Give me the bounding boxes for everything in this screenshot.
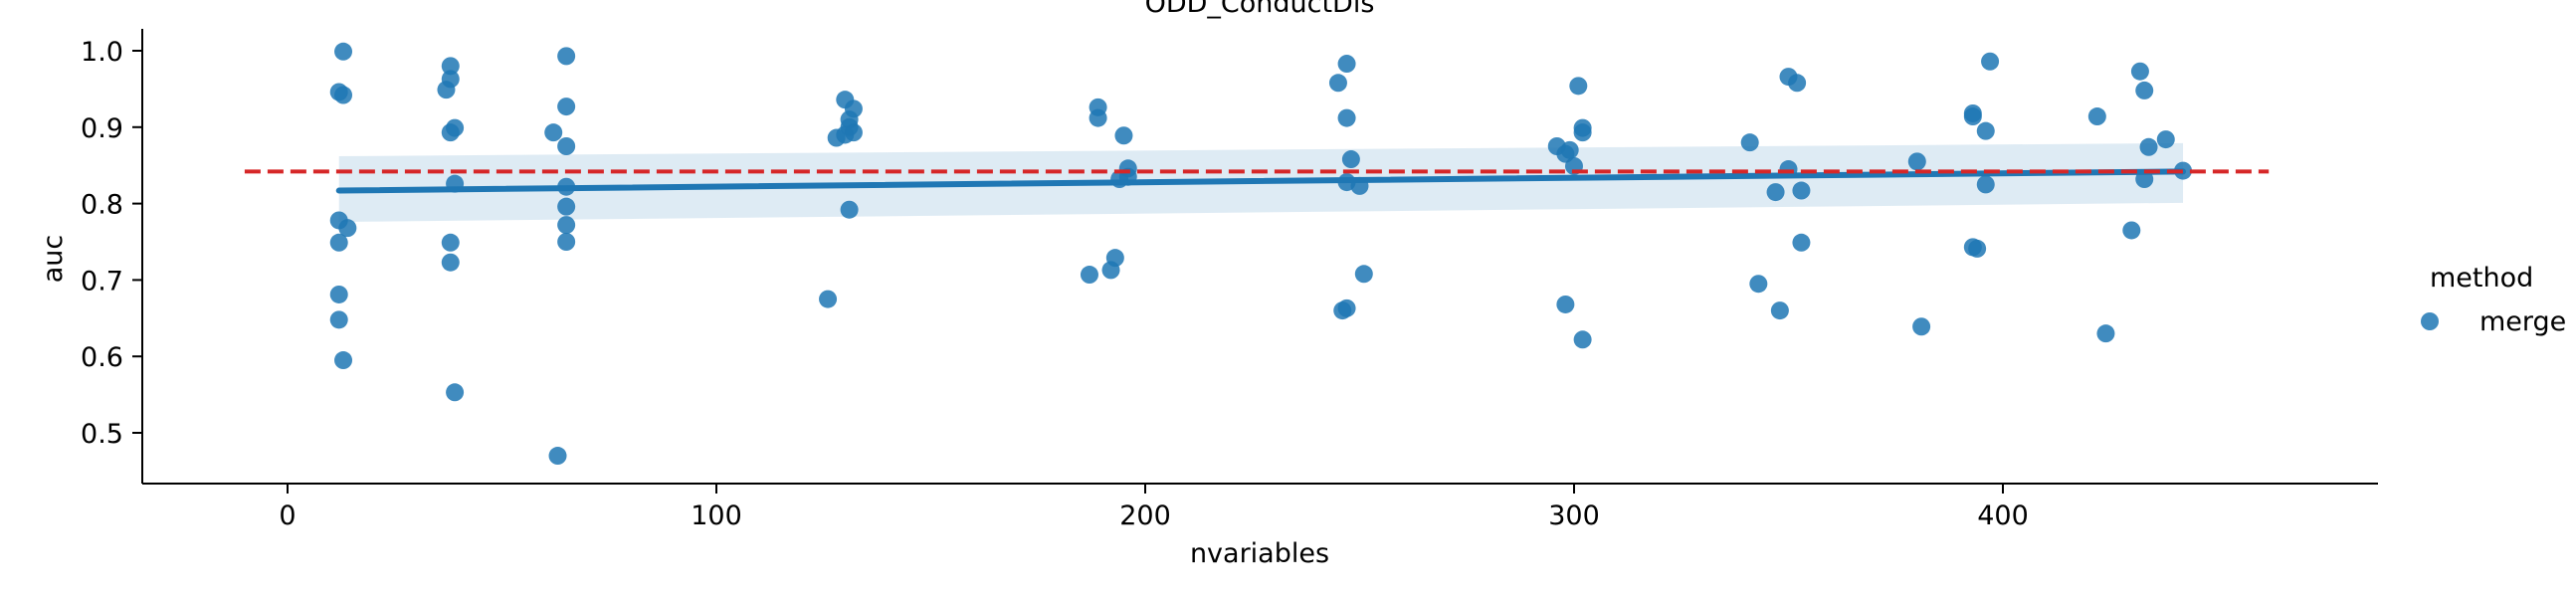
scatter-points	[329, 42, 2193, 466]
data-point	[1770, 301, 1789, 320]
data-point	[557, 47, 576, 66]
x-ticks: 0 100 200 300 400	[279, 484, 2029, 531]
x-tick-label: 400	[1977, 500, 2029, 531]
data-point	[329, 285, 348, 303]
x-tick-label: 200	[1119, 500, 1171, 531]
y-tick-label: 0.6	[81, 342, 123, 373]
y-axis-label: auc	[38, 235, 69, 284]
data-point	[557, 216, 576, 235]
data-point	[2122, 221, 2141, 240]
data-point	[2135, 81, 2154, 100]
data-point	[334, 42, 353, 61]
data-point	[1766, 183, 1785, 202]
data-point	[557, 137, 576, 155]
data-point	[1337, 55, 1356, 74]
y-tick-label: 1.0	[81, 37, 123, 68]
data-point	[437, 81, 456, 100]
data-point	[338, 219, 357, 238]
data-point	[1354, 265, 1373, 284]
data-point	[1976, 175, 1995, 194]
data-point	[2096, 324, 2115, 343]
data-point	[1740, 133, 1759, 152]
legend-marker	[2421, 312, 2439, 330]
x-tick-label: 300	[1548, 500, 1600, 531]
data-point	[1912, 317, 1931, 336]
data-point	[1341, 150, 1360, 169]
data-point	[446, 383, 465, 402]
data-point	[1333, 301, 1352, 320]
data-point	[557, 98, 576, 116]
data-point	[329, 310, 348, 329]
data-point	[1788, 74, 1807, 93]
data-point	[2139, 137, 2158, 156]
data-point	[827, 128, 846, 147]
data-point	[548, 447, 567, 466]
regression-line	[335, 168, 2187, 194]
data-point	[2156, 130, 2175, 149]
x-tick-label: 100	[691, 500, 742, 531]
data-point	[1560, 140, 1579, 159]
data-point	[1981, 52, 2000, 71]
data-point	[1337, 108, 1356, 127]
data-point	[334, 351, 353, 370]
data-point	[441, 253, 460, 272]
data-point	[441, 123, 460, 142]
y-tick-label: 0.7	[81, 266, 123, 297]
data-point	[840, 200, 859, 219]
y-tick-label: 0.5	[81, 419, 123, 450]
data-point	[329, 233, 348, 252]
data-point	[2087, 107, 2106, 126]
data-point	[1792, 181, 1811, 200]
data-point	[2130, 62, 2149, 81]
data-point	[441, 57, 460, 76]
data-point	[1749, 275, 1768, 294]
data-point	[1114, 126, 1133, 145]
data-point	[1328, 74, 1347, 93]
data-point	[557, 233, 576, 251]
data-point	[1573, 123, 1592, 142]
y-ticks: 0.5 0.6 0.7 0.8 0.9 1.0	[81, 37, 142, 450]
data-point	[1976, 121, 1995, 140]
y-tick-label: 0.8	[81, 190, 123, 221]
data-point	[819, 290, 838, 308]
data-point	[441, 233, 460, 252]
data-point	[1792, 233, 1811, 252]
data-point	[557, 197, 576, 216]
x-tick-label: 0	[279, 500, 296, 531]
chart-title: ODD_ConductDis	[1145, 0, 1375, 19]
data-point	[1573, 330, 1592, 349]
legend-title: method	[2430, 263, 2533, 294]
data-point	[1556, 295, 1575, 313]
x-axis-label: nvariables	[1190, 538, 1329, 569]
plot-area	[244, 42, 2270, 466]
data-point	[544, 123, 563, 142]
data-point	[1569, 77, 1588, 96]
data-point	[1089, 108, 1107, 127]
data-point	[1963, 107, 1982, 126]
data-point	[1968, 239, 1987, 258]
data-point	[1101, 261, 1120, 280]
data-point	[334, 86, 353, 104]
legend: method merge	[2421, 263, 2566, 337]
data-point	[1080, 266, 1098, 285]
y-tick-label: 0.9	[81, 113, 123, 144]
axes: 0 100 200 300 400 0.5 0.6 0.7 0.8 0.9 1.0	[81, 29, 2378, 531]
data-point	[1907, 152, 1926, 171]
legend-label: merge	[2479, 306, 2566, 337]
